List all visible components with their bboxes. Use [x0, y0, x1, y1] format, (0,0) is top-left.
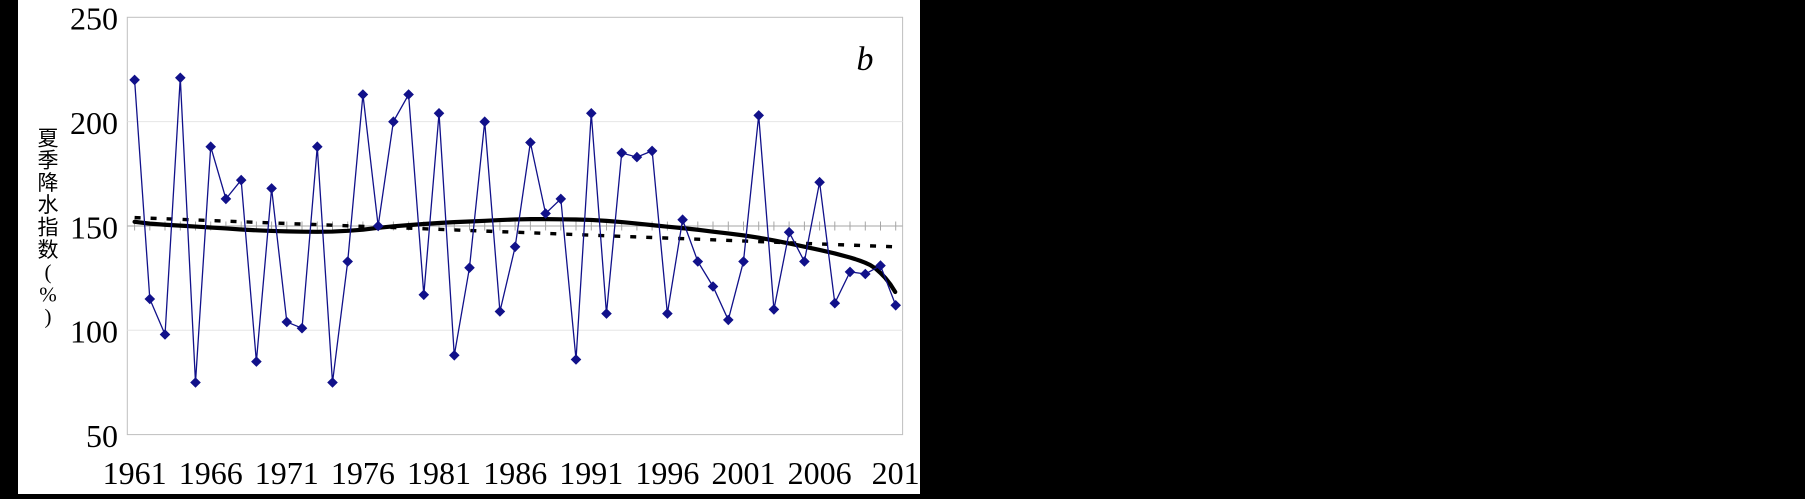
svg-text:b: b — [857, 41, 874, 78]
svg-text:1991: 1991 — [559, 455, 623, 491]
svg-text:1986: 1986 — [483, 455, 547, 491]
svg-text:1966: 1966 — [179, 455, 243, 491]
svg-text:250: 250 — [70, 1, 118, 37]
svg-text:1971: 1971 — [255, 455, 319, 491]
svg-text:降: 降 — [38, 171, 59, 195]
svg-text:2006: 2006 — [788, 455, 852, 491]
svg-text:2001: 2001 — [712, 455, 776, 491]
svg-text:%: % — [39, 282, 57, 306]
svg-text:): ) — [45, 305, 52, 329]
svg-text:夏: 夏 — [38, 126, 59, 150]
svg-text:数: 数 — [38, 238, 59, 262]
svg-text:水: 水 — [38, 193, 59, 217]
svg-text:1961: 1961 — [103, 455, 167, 491]
svg-text:季: 季 — [38, 149, 59, 173]
svg-text:150: 150 — [70, 209, 118, 245]
svg-text:指: 指 — [38, 216, 59, 240]
svg-text:1996: 1996 — [635, 455, 699, 491]
svg-text:(: ( — [45, 260, 52, 284]
svg-text:50: 50 — [86, 418, 118, 454]
svg-text:1981: 1981 — [407, 455, 471, 491]
svg-text:1976: 1976 — [331, 455, 395, 491]
svg-text:100: 100 — [70, 314, 118, 350]
svg-text:2011: 2011 — [872, 455, 920, 491]
svg-text:200: 200 — [70, 105, 118, 141]
